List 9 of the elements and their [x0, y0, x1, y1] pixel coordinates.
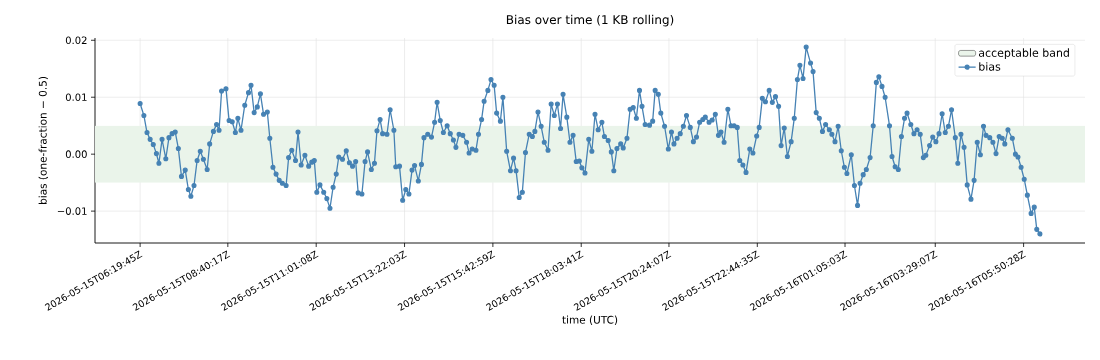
- legend-label: acceptable band: [978, 48, 1069, 59]
- y-tick-label: 0.01: [65, 93, 87, 101]
- x-axis-title: time (UTC): [562, 315, 618, 325]
- y-tick-label: 0.00: [65, 150, 87, 158]
- y-axis-title: bias (one-fraction − 0.5): [38, 76, 48, 204]
- legend-label: bias: [979, 62, 1001, 71]
- y-tick-label: −0.01: [57, 207, 87, 215]
- y-tick-label: 0.02: [65, 36, 87, 45]
- chart-title: Bias over time (1 KB rolling): [506, 14, 674, 27]
